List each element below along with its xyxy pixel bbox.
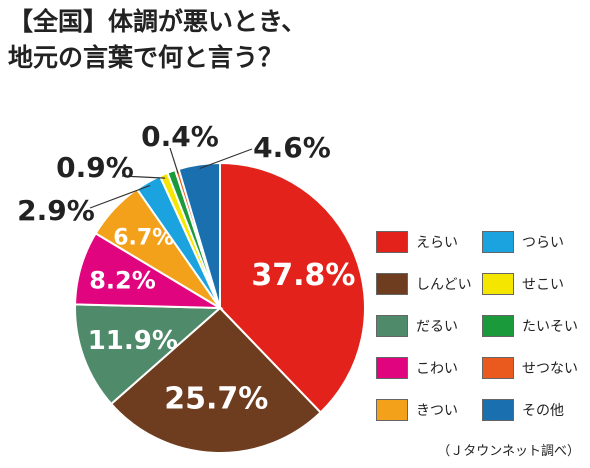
legend-item-えらい: えらい	[376, 231, 458, 253]
legend-swatch	[376, 231, 408, 253]
legend-item-その他: その他	[482, 399, 564, 421]
legend-label: せつない	[522, 361, 578, 377]
legend-label: せこい	[522, 277, 564, 293]
legend-label: しんどい	[416, 277, 472, 293]
leader-line-その他	[199, 148, 253, 170]
slice-label-きつい: 6.7%	[113, 226, 174, 251]
legend-swatch	[482, 357, 514, 379]
legend-item-つらい: つらい	[482, 231, 564, 253]
legend-item-せこい: せこい	[482, 273, 564, 295]
legend-label: たいそい	[522, 319, 578, 335]
source-note: （Ｊタウンネット調べ）	[437, 444, 580, 459]
pie-slice-その他	[177, 161, 221, 309]
chart-title-line-1: 【全国】体調が悪いとき、	[8, 7, 307, 36]
pie-slice-しんどい	[109, 306, 322, 454]
legend-label: だるい	[416, 319, 458, 335]
legend-label: きつい	[416, 403, 458, 419]
leader-line-せこい	[121, 175, 166, 179]
legend-swatch	[482, 315, 514, 337]
slice-label-えらい: 37.8%	[251, 258, 355, 293]
legend-label: えらい	[416, 235, 458, 251]
pie-slice-えらい	[219, 161, 366, 414]
legend-item-だるい: だるい	[376, 315, 458, 337]
legend-swatch	[482, 273, 514, 295]
leader-line-つらい	[89, 184, 151, 209]
slice-label-せつない: 0.4%	[141, 120, 219, 153]
legend-swatch	[376, 273, 408, 295]
legend-label: こわい	[416, 361, 458, 377]
legend-swatch	[376, 399, 408, 421]
legend-label: つらい	[522, 235, 564, 251]
slice-label-その他: 4.6%	[253, 131, 331, 164]
legend-item-せつない: せつない	[482, 357, 578, 379]
slice-label-つらい: 2.9%	[17, 194, 95, 227]
chart-title-line-2: 地元の言葉で何と言う？	[8, 43, 284, 72]
pie-slice-だるい	[74, 303, 223, 406]
legend-item-こわい: こわい	[376, 357, 458, 379]
legend-swatch	[376, 357, 408, 379]
legend-item-しんどい: しんどい	[376, 273, 472, 295]
legend-item-たいそい: たいそい	[482, 315, 578, 337]
leader-line-せつない	[169, 147, 179, 174]
slice-label-こわい: 8.2%	[89, 266, 156, 294]
legend-swatch	[482, 399, 514, 421]
slice-label-せこい: 0.9%	[56, 151, 134, 184]
legend-item-きつい: きつい	[376, 399, 458, 421]
slice-label-しんどい: 25.7%	[164, 382, 268, 417]
legend-swatch	[376, 315, 408, 337]
slice-label-だるい: 11.9%	[88, 326, 178, 356]
legend-label: その他	[522, 403, 564, 419]
legend-swatch	[482, 231, 514, 253]
